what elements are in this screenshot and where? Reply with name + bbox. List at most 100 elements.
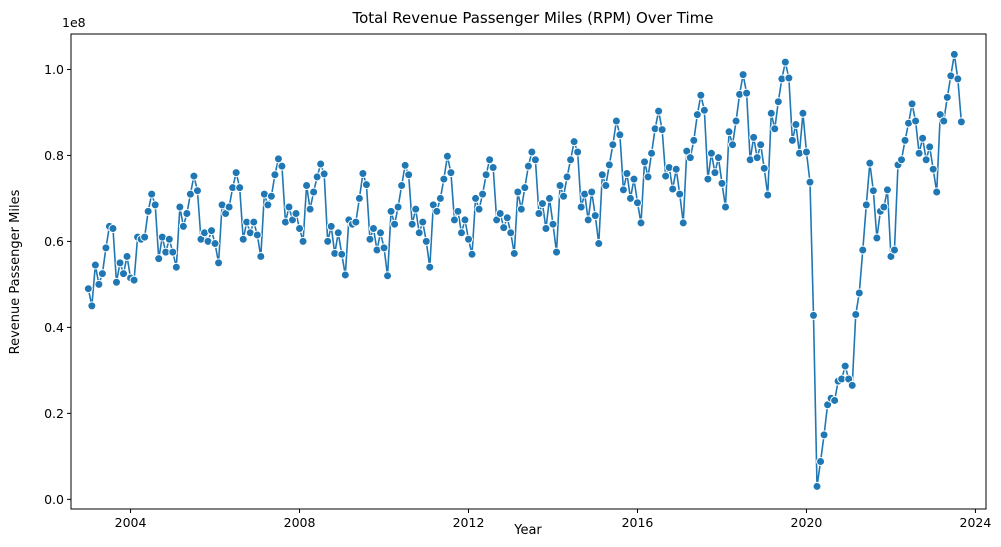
data-point — [907, 99, 917, 109]
data-point — [668, 184, 678, 194]
data-point — [235, 183, 245, 193]
data-point — [354, 193, 364, 203]
data-point — [305, 204, 315, 214]
data-point — [464, 234, 474, 244]
y-axis: 0.0 0.2 0.4 0.6 0.8 1.0 — [44, 62, 71, 507]
data-point — [661, 171, 671, 181]
data-point — [932, 187, 942, 197]
data-point — [527, 147, 537, 157]
data-point — [418, 217, 428, 227]
data-point — [249, 217, 259, 227]
plot-area — [70, 33, 987, 510]
data-point — [376, 228, 386, 238]
data-point — [766, 108, 776, 118]
data-point — [685, 153, 695, 163]
data-point — [122, 251, 132, 261]
data-point — [562, 172, 572, 182]
data-point — [481, 170, 491, 180]
data-point — [168, 247, 178, 257]
data-point — [706, 148, 716, 158]
data-point — [358, 168, 368, 178]
data-point — [689, 135, 699, 145]
data-point — [742, 88, 752, 98]
data-point — [573, 147, 583, 157]
data-point — [506, 228, 516, 238]
data-point — [787, 135, 797, 145]
data-point — [770, 124, 780, 134]
data-point — [622, 168, 632, 178]
data-point — [615, 130, 625, 140]
data-point — [830, 395, 840, 405]
data-point — [759, 163, 769, 173]
data-point — [566, 155, 576, 165]
data-point — [171, 262, 181, 272]
data-point — [207, 226, 217, 236]
data-point — [516, 204, 526, 214]
data-point — [368, 224, 378, 234]
data-point — [657, 125, 667, 135]
data-point — [640, 157, 650, 167]
data-point — [889, 245, 899, 255]
data-point — [192, 186, 202, 196]
data-point — [513, 187, 523, 197]
data-point — [295, 224, 305, 234]
plot-frame — [70, 33, 987, 510]
data-point — [911, 116, 921, 126]
data-point — [147, 189, 157, 199]
data-point — [298, 236, 308, 246]
data-point — [340, 270, 350, 280]
data-point — [544, 193, 554, 203]
data-point — [316, 159, 326, 169]
data-point — [854, 288, 864, 298]
data-point — [383, 271, 393, 281]
data-point — [189, 171, 199, 181]
data-point — [87, 301, 97, 311]
data-point — [671, 164, 681, 174]
data-point — [784, 73, 794, 83]
data-point — [140, 232, 150, 242]
data-point — [541, 224, 551, 234]
data-point — [351, 217, 361, 227]
data-point — [337, 249, 347, 259]
data-point — [425, 262, 435, 272]
data-point — [407, 219, 417, 229]
data-point — [710, 168, 720, 178]
data-point — [819, 430, 829, 440]
data-point — [696, 90, 706, 100]
y-tick-label: 0.0 — [44, 492, 64, 507]
data-point — [397, 181, 407, 191]
data-point — [559, 191, 569, 201]
data-point — [175, 202, 185, 212]
data-point — [925, 142, 935, 152]
data-point — [618, 185, 628, 195]
data-point — [608, 140, 618, 150]
data-point — [393, 202, 403, 212]
data-point — [928, 164, 938, 174]
data-point — [94, 279, 104, 289]
data-point — [502, 213, 512, 223]
data-point — [499, 223, 509, 233]
data-point — [805, 177, 815, 187]
data-point — [900, 135, 910, 145]
data-point — [323, 236, 333, 246]
data-point — [291, 208, 301, 218]
data-point — [379, 243, 389, 253]
data-point — [865, 158, 875, 168]
data-point — [224, 202, 234, 212]
data-point — [590, 211, 600, 221]
data-point — [273, 154, 283, 164]
data-point — [791, 119, 801, 129]
x-tick-label: 2004 — [115, 515, 147, 530]
data-point — [731, 116, 741, 126]
data-point — [569, 137, 579, 147]
data-point — [861, 200, 871, 210]
data-point — [414, 228, 424, 238]
data-point — [728, 140, 738, 150]
y-axis-label: Revenue Passenger Miles — [8, 189, 23, 354]
y-offset-label: 1e8 — [62, 15, 86, 30]
x-tick-label: 2012 — [453, 515, 485, 530]
data-point — [404, 170, 414, 180]
data-point — [421, 236, 431, 246]
chart-title: Total Revenue Passenger Miles (RPM) Over… — [351, 9, 713, 27]
